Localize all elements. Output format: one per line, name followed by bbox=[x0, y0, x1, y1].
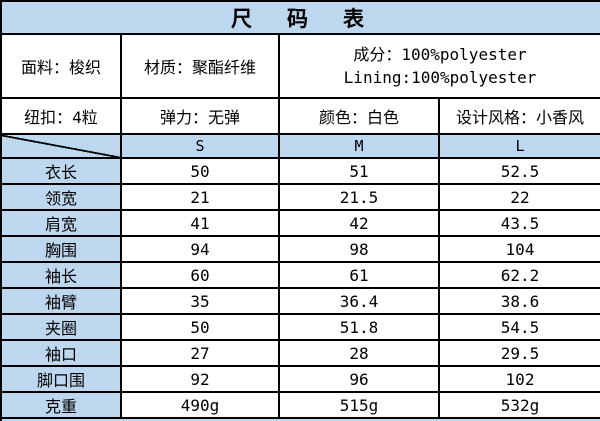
cell-value: 61 bbox=[278, 261, 440, 289]
spec-material: 材质：聚酯纤维 bbox=[120, 33, 280, 99]
cell-value: 104 bbox=[438, 235, 600, 263]
table-row: 脚口围 92 96 102 bbox=[0, 365, 600, 393]
row-label: 夹圈 bbox=[0, 313, 122, 341]
cell-value: 96 bbox=[278, 365, 440, 393]
cell-value: 98 bbox=[278, 235, 440, 263]
cell-value: 36.4 bbox=[278, 287, 440, 315]
cell-value: 60 bbox=[120, 261, 280, 289]
table-row: 肩宽 41 42 43.5 bbox=[0, 209, 600, 237]
cell-value: 515g bbox=[278, 391, 440, 419]
cell-value: 21 bbox=[120, 183, 280, 211]
page-title: 尺 码 表 bbox=[0, 0, 600, 35]
cell-value: 38.6 bbox=[438, 287, 600, 315]
cell-value: 50 bbox=[120, 157, 280, 185]
table-row: 克重 490g 515g 532g bbox=[0, 391, 600, 419]
cell-value: 29.5 bbox=[438, 339, 600, 367]
spec-style: 设计风格：小香风 bbox=[438, 97, 600, 135]
row-label: 袖口 bbox=[0, 339, 122, 367]
cell-value: 62.2 bbox=[438, 261, 600, 289]
row-label: 克重 bbox=[0, 391, 122, 419]
size-column-s: S bbox=[120, 133, 280, 159]
table-row: 领宽 21 21.5 22 bbox=[0, 183, 600, 211]
cell-value: 43.5 bbox=[438, 209, 600, 237]
cell-value: 92 bbox=[120, 365, 280, 393]
cell-value: 94 bbox=[120, 235, 280, 263]
cell-value: 35 bbox=[120, 287, 280, 315]
cell-value: 21.5 bbox=[278, 183, 440, 211]
cell-value: 51 bbox=[278, 157, 440, 185]
spec-buttons: 纽扣：4粒 bbox=[0, 97, 122, 135]
row-label: 脚口围 bbox=[0, 365, 122, 393]
spec-composition-line1: 成分：100%polyester bbox=[353, 45, 527, 64]
cell-value: 42 bbox=[278, 209, 440, 237]
cell-value: 51.8 bbox=[278, 313, 440, 341]
table-row: 袖臂 35 36.4 38.6 bbox=[0, 287, 600, 315]
diagonal-line bbox=[3, 136, 119, 156]
spec-color: 颜色：白色 bbox=[278, 97, 440, 135]
spec-composition: 成分：100%polyester Lining:100%polyester bbox=[278, 33, 600, 99]
table-row: 胸围 94 98 104 bbox=[0, 235, 600, 263]
row-label: 袖长 bbox=[0, 261, 122, 289]
cell-value: 490g bbox=[120, 391, 280, 419]
size-column-m: M bbox=[278, 133, 440, 159]
spec-composition-line2: Lining:100%polyester bbox=[343, 68, 537, 87]
row-label: 胸围 bbox=[0, 235, 122, 263]
cell-value: 41 bbox=[120, 209, 280, 237]
row-label: 衣长 bbox=[0, 157, 122, 185]
cell-value: 22 bbox=[438, 183, 600, 211]
cell-value: 50 bbox=[120, 313, 280, 341]
table-row: 袖口 27 28 29.5 bbox=[0, 339, 600, 367]
diagonal-header-cell bbox=[0, 133, 122, 159]
table-row: 袖长 60 61 62.2 bbox=[0, 261, 600, 289]
cell-value: 52.5 bbox=[438, 157, 600, 185]
row-label: 袖臂 bbox=[0, 287, 122, 315]
row-label: 肩宽 bbox=[0, 209, 122, 237]
cell-value: 54.5 bbox=[438, 313, 600, 341]
table-row: 夹圈 50 51.8 54.5 bbox=[0, 313, 600, 341]
row-label: 领宽 bbox=[0, 183, 122, 211]
spec-elasticity: 弹力：无弹 bbox=[120, 97, 280, 135]
cell-value: 27 bbox=[120, 339, 280, 367]
table-row: 衣长 50 51 52.5 bbox=[0, 157, 600, 185]
cell-value: 28 bbox=[278, 339, 440, 367]
cell-value: 532g bbox=[438, 391, 600, 419]
spec-fabric: 面料：梭织 bbox=[0, 33, 122, 99]
size-column-l: L bbox=[438, 133, 600, 159]
cell-value: 102 bbox=[438, 365, 600, 393]
